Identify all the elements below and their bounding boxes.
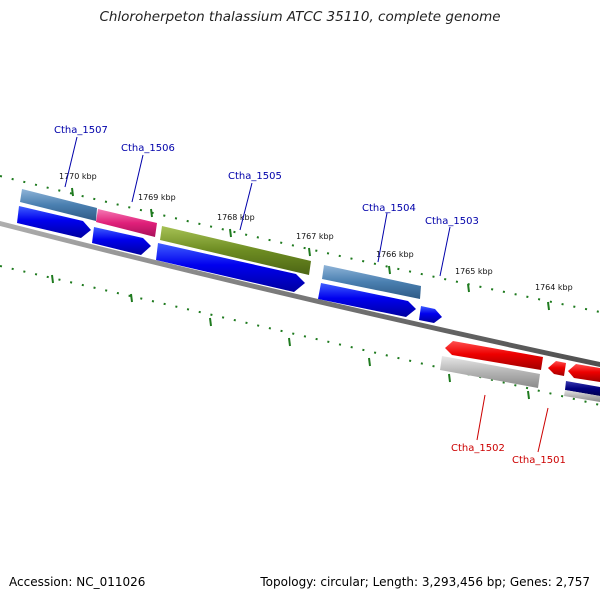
label-leaders bbox=[64, 136, 549, 453]
reverse-cds-track bbox=[445, 341, 600, 382]
gene-label-ctha-1501: Ctha_1501 bbox=[512, 455, 566, 466]
accession-text: Accession: NC_011026 bbox=[9, 575, 146, 589]
major-tick bbox=[209, 317, 212, 327]
cds-arrow-ctha-1502 bbox=[445, 341, 543, 370]
cog-bar-next-gene-gray bbox=[564, 390, 600, 402]
cog-bar-ctha-1504 bbox=[322, 265, 421, 299]
major-tick bbox=[368, 357, 371, 367]
cog-bar-ctha-1505 bbox=[160, 226, 311, 275]
leader-line-ctha-1502 bbox=[476, 394, 486, 441]
gene-label-ctha-1507: Ctha_1507 bbox=[54, 125, 108, 136]
scale-label: 1766 kbp bbox=[376, 250, 414, 259]
major-tick bbox=[288, 337, 291, 347]
upper-major-ticks bbox=[71, 187, 550, 311]
cog-bar-ctha-1502 bbox=[440, 356, 540, 388]
leader-line-ctha-1507 bbox=[64, 136, 78, 188]
genome-summary-text: Topology: circular; Length: 3,293,456 bp… bbox=[260, 575, 590, 589]
scale-label: 1765 kbp bbox=[455, 267, 493, 276]
gene-label-ctha-1506: Ctha_1506 bbox=[121, 143, 175, 154]
scale-label: 1770 kbp bbox=[59, 172, 97, 181]
major-tick bbox=[71, 187, 74, 197]
major-tick bbox=[150, 208, 153, 218]
scale-label: 1764 kbp bbox=[535, 283, 573, 292]
gene-label-ctha-1503: Ctha_1503 bbox=[425, 216, 479, 227]
cds-arrow-ctha-1507 bbox=[17, 206, 91, 238]
major-tick bbox=[448, 373, 451, 383]
cog-bar-ctha-1506 bbox=[96, 209, 157, 237]
major-tick bbox=[388, 265, 391, 275]
genome-backbone bbox=[0, 221, 600, 367]
scale-label: 1768 kbp bbox=[217, 213, 255, 222]
major-tick bbox=[547, 301, 550, 311]
scale-label: 1769 kbp bbox=[138, 193, 176, 202]
leader-line-ctha-1501 bbox=[537, 407, 549, 453]
cds-arrow-ctha-1504 bbox=[318, 283, 416, 317]
major-tick bbox=[527, 390, 530, 400]
major-tick bbox=[308, 247, 311, 257]
leader-line-ctha-1503 bbox=[439, 226, 451, 277]
forward-cds-track bbox=[17, 206, 442, 323]
gene-label-ctha-1505: Ctha_1505 bbox=[228, 171, 282, 182]
page-title: Chloroherpeton thalassium ATCC 35110, co… bbox=[99, 9, 501, 25]
gene-label-ctha-1502: Ctha_1502 bbox=[451, 443, 505, 454]
leader-line-ctha-1505 bbox=[239, 182, 253, 231]
upper-scale-ring bbox=[0, 175, 600, 313]
cds-arrow-ctha-1506 bbox=[92, 227, 151, 255]
scale-label: 1767 kbp bbox=[296, 232, 334, 241]
forward-cog-track bbox=[20, 189, 421, 299]
cds-arrow-ctha-1501 bbox=[548, 361, 566, 376]
gene-label-ctha-1504: Ctha_1504 bbox=[362, 203, 416, 214]
major-tick bbox=[229, 228, 232, 238]
reverse-cog-track bbox=[440, 356, 600, 402]
cds-arrow-next-gene bbox=[568, 364, 600, 382]
major-tick bbox=[130, 293, 133, 303]
cog-bar-ctha-1507 bbox=[20, 189, 97, 221]
leader-line-ctha-1504 bbox=[377, 212, 388, 263]
cds-arrow-ctha-1503 bbox=[419, 306, 442, 323]
leader-line-ctha-1506 bbox=[131, 154, 144, 203]
major-tick bbox=[51, 274, 54, 284]
cog-bar-next-gene-navy bbox=[565, 381, 600, 396]
lower-scale-ring bbox=[0, 265, 600, 406]
major-tick bbox=[467, 283, 470, 293]
lower-major-ticks bbox=[51, 274, 530, 400]
cds-arrow-ctha-1505 bbox=[156, 243, 305, 292]
